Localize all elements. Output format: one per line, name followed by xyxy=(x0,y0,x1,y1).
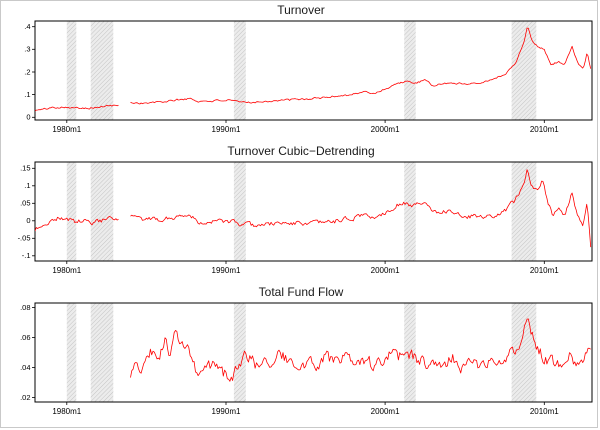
svg-text:2010m1: 2010m1 xyxy=(530,125,559,134)
svg-text:0: 0 xyxy=(26,113,30,122)
panel-turnover: Turnover 0 .1 .2 .3 .4 1980m1 1990m1 2000m1 2010… xyxy=(1,1,600,142)
svg-text:.06: .06 xyxy=(20,333,30,342)
svg-text:2010m1: 2010m1 xyxy=(530,266,559,275)
svg-text:2010m1: 2010m1 xyxy=(530,407,559,416)
svg-text:-.1: -.1 xyxy=(22,251,31,260)
svg-text:1990m1: 1990m1 xyxy=(212,266,241,275)
panel-fund-flow: Total Fund Flow .02 .04 .06 .08 1980m1 1990m1… xyxy=(1,283,600,424)
fund-flow-chart: .02 .04 .06 .08 1980m1 1990m1 2000m1 2010m1 xyxy=(20,302,593,416)
svg-text:2000m1: 2000m1 xyxy=(371,125,400,134)
svg-text:0: 0 xyxy=(26,216,30,225)
svg-text:1990m1: 1990m1 xyxy=(212,125,241,134)
svg-text:.04: .04 xyxy=(20,363,30,372)
svg-text:.08: .08 xyxy=(20,303,30,312)
panel-turnover-detrended: Turnover Cubic−Detrending -.1 -.05 0 .05 .1.… xyxy=(1,142,600,283)
svg-text:1980m1: 1980m1 xyxy=(52,266,81,275)
svg-text:-.05: -.05 xyxy=(18,234,31,243)
svg-text:1990m1: 1990m1 xyxy=(212,407,241,416)
turnover-chart: 0 .1 .2 .3 .4 1980m1 1990m1 2000m1 2010m1 xyxy=(24,20,593,134)
svg-text:1980m1: 1980m1 xyxy=(52,125,81,134)
panel-turnover-detrended-title: Turnover Cubic−Detrending xyxy=(227,144,375,158)
svg-text:.1: .1 xyxy=(24,181,30,190)
svg-text:.05: .05 xyxy=(20,199,30,208)
svg-text:.3: .3 xyxy=(24,45,30,54)
svg-text:.4: .4 xyxy=(24,22,30,31)
svg-text:1980m1: 1980m1 xyxy=(52,407,81,416)
svg-text:2000m1: 2000m1 xyxy=(371,407,400,416)
panel-turnover-title: Turnover xyxy=(277,3,325,17)
svg-text:.1: .1 xyxy=(24,90,30,99)
panel-fund-flow-title: Total Fund Flow xyxy=(258,285,344,299)
svg-text:.15: .15 xyxy=(20,164,30,173)
svg-text:.02: .02 xyxy=(20,393,30,402)
svg-text:2000m1: 2000m1 xyxy=(371,266,400,275)
svg-text:.2: .2 xyxy=(24,67,30,76)
turnover-detrended-chart: -.1 -.05 0 .05 .1 .15 1980m1 1990m1 2000m1 2010m1 xyxy=(18,161,593,275)
